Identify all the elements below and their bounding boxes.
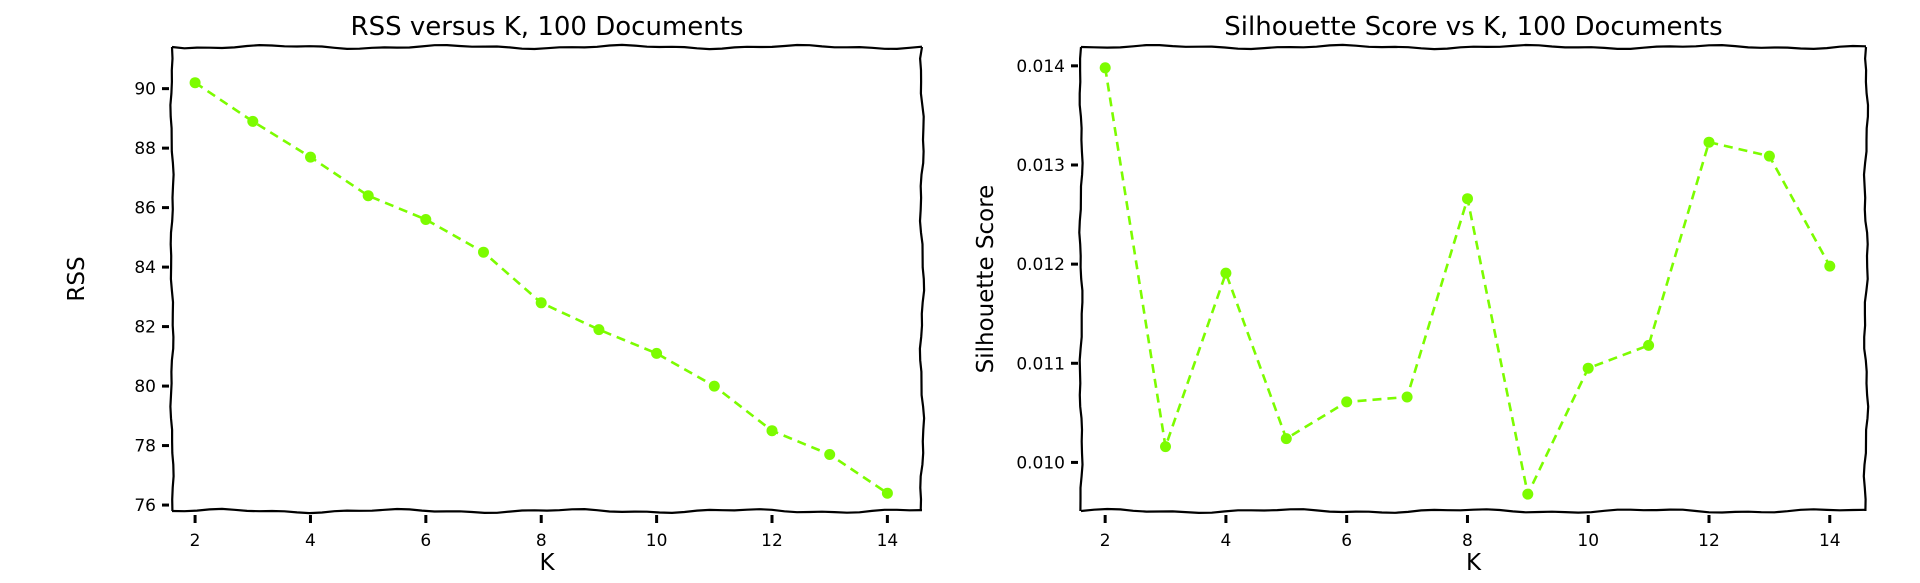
data-point-k8 — [1462, 193, 1473, 205]
data-point-k6 — [1341, 396, 1353, 408]
data-point-k10 — [1582, 362, 1594, 374]
data-point-k14 — [1824, 260, 1836, 272]
series-line — [194, 81, 889, 495]
x-tick-label: 6 — [420, 531, 431, 551]
y-tick-label: 90 — [134, 80, 156, 100]
data-point-k3 — [1160, 441, 1171, 453]
chart-2: Silhouette Score vs K, 100 Documents K Sil… — [973, 12, 1870, 576]
data-point-k10 — [651, 347, 663, 359]
axes-frame — [1078, 43, 1870, 515]
chart-title: RSS versus K, 100 Documents — [351, 12, 744, 42]
data-point-k2 — [189, 77, 201, 89]
data-point-k3 — [247, 115, 259, 127]
chart-1: RSS versus K, 100 Documents K RSS 2 4 6 8 10 12 1… — [64, 12, 926, 576]
y-axis-label: RSS — [64, 256, 90, 301]
frame-top — [1080, 43, 1867, 51]
data-point-k8 — [535, 297, 547, 309]
data-point-k11 — [1643, 339, 1655, 351]
frame-left — [169, 46, 175, 512]
data-point-k13 — [1763, 150, 1775, 162]
data-point-k7 — [1401, 391, 1413, 403]
x-axis-label: K — [1466, 550, 1482, 576]
y-tick-label: 76 — [134, 496, 156, 516]
frame-right — [1862, 46, 1870, 512]
y-tick-label: 84 — [134, 258, 156, 278]
x-tick-label: 10 — [1577, 531, 1599, 551]
x-tick-label: 6 — [1341, 531, 1352, 551]
frame-bottom — [171, 507, 923, 515]
frame-bottom — [1080, 507, 1867, 515]
x-tick-label: 8 — [536, 531, 547, 551]
data-point-k12 — [1703, 136, 1715, 148]
y-tick-label: 0.012 — [1016, 255, 1065, 275]
x-tick-label: 4 — [1221, 531, 1232, 551]
frame-left — [1078, 46, 1084, 512]
x-tick-label: 8 — [1462, 531, 1473, 551]
x-tick-label: 14 — [877, 531, 899, 551]
data-point-k5 — [1280, 433, 1292, 445]
data-point-k9 — [1522, 488, 1534, 500]
y-tick-label: 88 — [134, 139, 156, 159]
data-point-k13 — [824, 449, 836, 460]
x-tick-label: 12 — [761, 531, 783, 551]
data-point-k4 — [1220, 267, 1232, 279]
x-axis-label: K — [539, 550, 555, 576]
axes-frame — [169, 43, 926, 515]
frame-right — [918, 46, 926, 512]
y-tick-label: 0.011 — [1016, 354, 1065, 374]
y-tick-label: 78 — [134, 437, 156, 457]
y-tick-label: 0.010 — [1016, 453, 1065, 473]
data-point-k11 — [708, 380, 720, 392]
chart-title: Silhouette Score vs K, 100 Documents — [1224, 12, 1722, 42]
y-tick-label: 82 — [134, 318, 156, 338]
x-tick-label: 2 — [190, 531, 201, 551]
x-tick-label: 2 — [1100, 531, 1111, 551]
data-point-k6 — [420, 214, 432, 225]
y-axis-label: Silhouette Score — [973, 185, 999, 374]
data-point-k7 — [478, 246, 489, 258]
y-tick-label: 86 — [134, 199, 156, 219]
data-point-k2 — [1099, 62, 1111, 74]
data-point-k12 — [766, 425, 778, 437]
y-tick-label: 0.013 — [1016, 156, 1065, 176]
x-tick-label: 14 — [1819, 531, 1841, 551]
series-line — [1103, 67, 1831, 496]
x-tick-label: 10 — [646, 531, 668, 551]
y-tick-label: 0.014 — [1016, 57, 1065, 77]
x-tick-label: 4 — [305, 531, 316, 551]
y-tick-label: 80 — [134, 377, 156, 397]
frame-top — [171, 43, 923, 51]
data-point-k5 — [362, 190, 374, 202]
data-point-k14 — [881, 487, 893, 499]
data-point-k9 — [593, 324, 605, 336]
data-point-k4 — [305, 151, 316, 163]
x-tick-label: 12 — [1698, 531, 1720, 551]
